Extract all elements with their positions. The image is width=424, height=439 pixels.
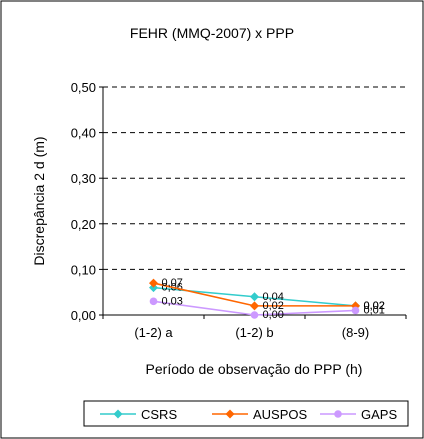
data-label-auspos: 0,02	[364, 300, 385, 312]
y-tick-label: 0,20	[71, 217, 96, 232]
gridlines	[103, 86, 406, 270]
data-point-auspos	[250, 301, 259, 311]
y-tick-label: 0,50	[71, 80, 96, 95]
legend-marker-gaps	[334, 410, 342, 418]
series-gaps: 0,03 0,00 0,01	[149, 295, 385, 321]
legend-item-csrs: CSRS	[100, 407, 177, 422]
x-tick-labels: (1-2) a (1-2) b (8-9)	[102, 315, 407, 340]
data-label-gaps: 0,03	[162, 295, 183, 307]
y-tick-labels: 0,00 0,10 0,20 0,30 0,40 0,50	[71, 80, 103, 323]
x-tick-label: (1-2) b	[235, 325, 273, 340]
series-auspos: 0,07 0,02 0,02	[149, 277, 385, 312]
legend-marker-auspos	[225, 409, 235, 419]
y-axis-label: Discrepância 2 d (m)	[31, 136, 47, 265]
data-point-gaps	[149, 297, 158, 306]
legend-label-gaps: GAPS	[361, 407, 397, 422]
data-label-csrs: 0,04	[263, 291, 284, 303]
data-label-gaps: 0,01	[364, 304, 385, 316]
x-tick-label: (1-2) a	[134, 325, 173, 340]
legend-label-csrs: CSRS	[141, 407, 177, 422]
data-point-gaps	[351, 306, 360, 315]
x-tick-label: (8-9)	[342, 325, 369, 340]
x-axis-label: Período de observação do PPP (h)	[146, 361, 363, 377]
data-label-gaps: 0,00	[263, 309, 284, 321]
chart-title: FEHR (MMQ-2007) x PPP	[130, 25, 294, 41]
y-tick-label: 0,00	[71, 308, 96, 323]
y-tick-label: 0,40	[71, 126, 96, 141]
legend: CSRS AUSPOS GAPS	[100, 407, 397, 422]
y-tick-label: 0,10	[71, 262, 96, 277]
data-point-csrs	[149, 283, 158, 293]
legend-item-gaps: GAPS	[320, 407, 397, 422]
legend-label-auspos: AUSPOS	[253, 407, 308, 422]
data-point-csrs	[250, 292, 259, 302]
legend-marker-csrs	[113, 409, 123, 419]
data-label-auspos: 0,02	[263, 300, 284, 312]
data-label-auspos: 0,07	[162, 277, 183, 289]
y-tick-label: 0,30	[71, 171, 96, 186]
legend-item-auspos: AUSPOS	[212, 407, 308, 422]
data-point-gaps	[250, 311, 259, 319]
data-point-auspos	[149, 278, 158, 288]
data-label-csrs: 0,02	[364, 300, 385, 312]
series-layer: 0,060,040,020,070,02 0,020,030,00 0,01	[149, 277, 385, 321]
